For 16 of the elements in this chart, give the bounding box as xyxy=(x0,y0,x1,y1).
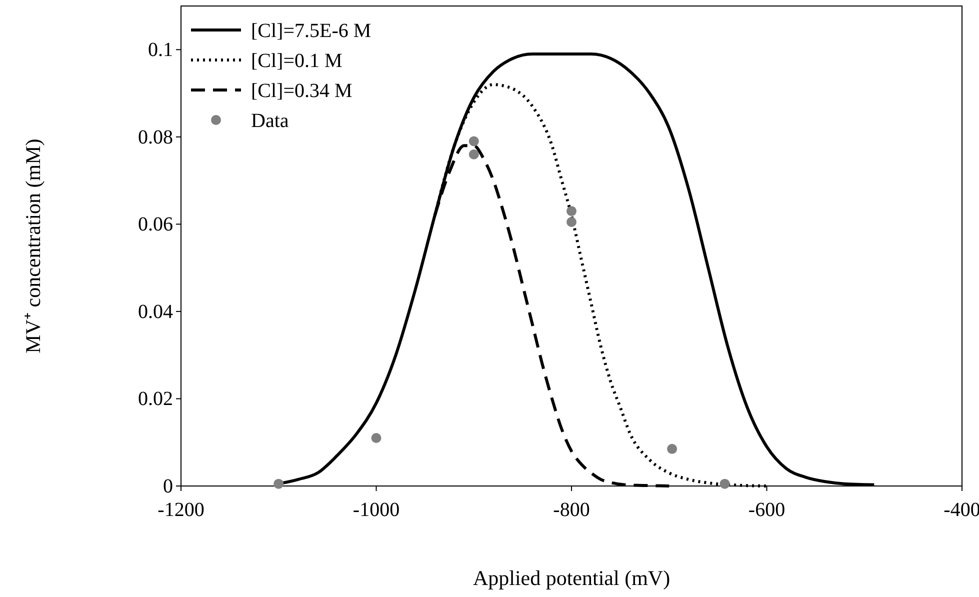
y-tick-label: 0.02 xyxy=(138,388,173,410)
legend-label: [Cl]=7.5E-6 M xyxy=(251,20,372,42)
x-tick-label: -600 xyxy=(748,499,786,521)
x-tick-label: -1200 xyxy=(158,499,204,521)
x-tick-label: -1000 xyxy=(352,499,400,521)
x-tick-label: -800 xyxy=(553,499,590,521)
x-axis-title: Applied potential (mV) xyxy=(472,566,670,590)
y-tick-label: 0.1 xyxy=(148,39,173,62)
y-axis-title: MV⁺ concentration (mM) xyxy=(21,138,45,354)
y-tick-label: 0.04 xyxy=(138,300,173,323)
y-tick-label: 0.06 xyxy=(138,214,173,236)
y-tick-label: 0 xyxy=(163,475,173,498)
legend-label: [Cl]=0.34 M xyxy=(251,80,352,102)
y-tick-label: 0.08 xyxy=(138,126,173,148)
legend-label: Data xyxy=(251,110,289,132)
legend-label: [Cl]=0.1 M xyxy=(251,50,342,72)
